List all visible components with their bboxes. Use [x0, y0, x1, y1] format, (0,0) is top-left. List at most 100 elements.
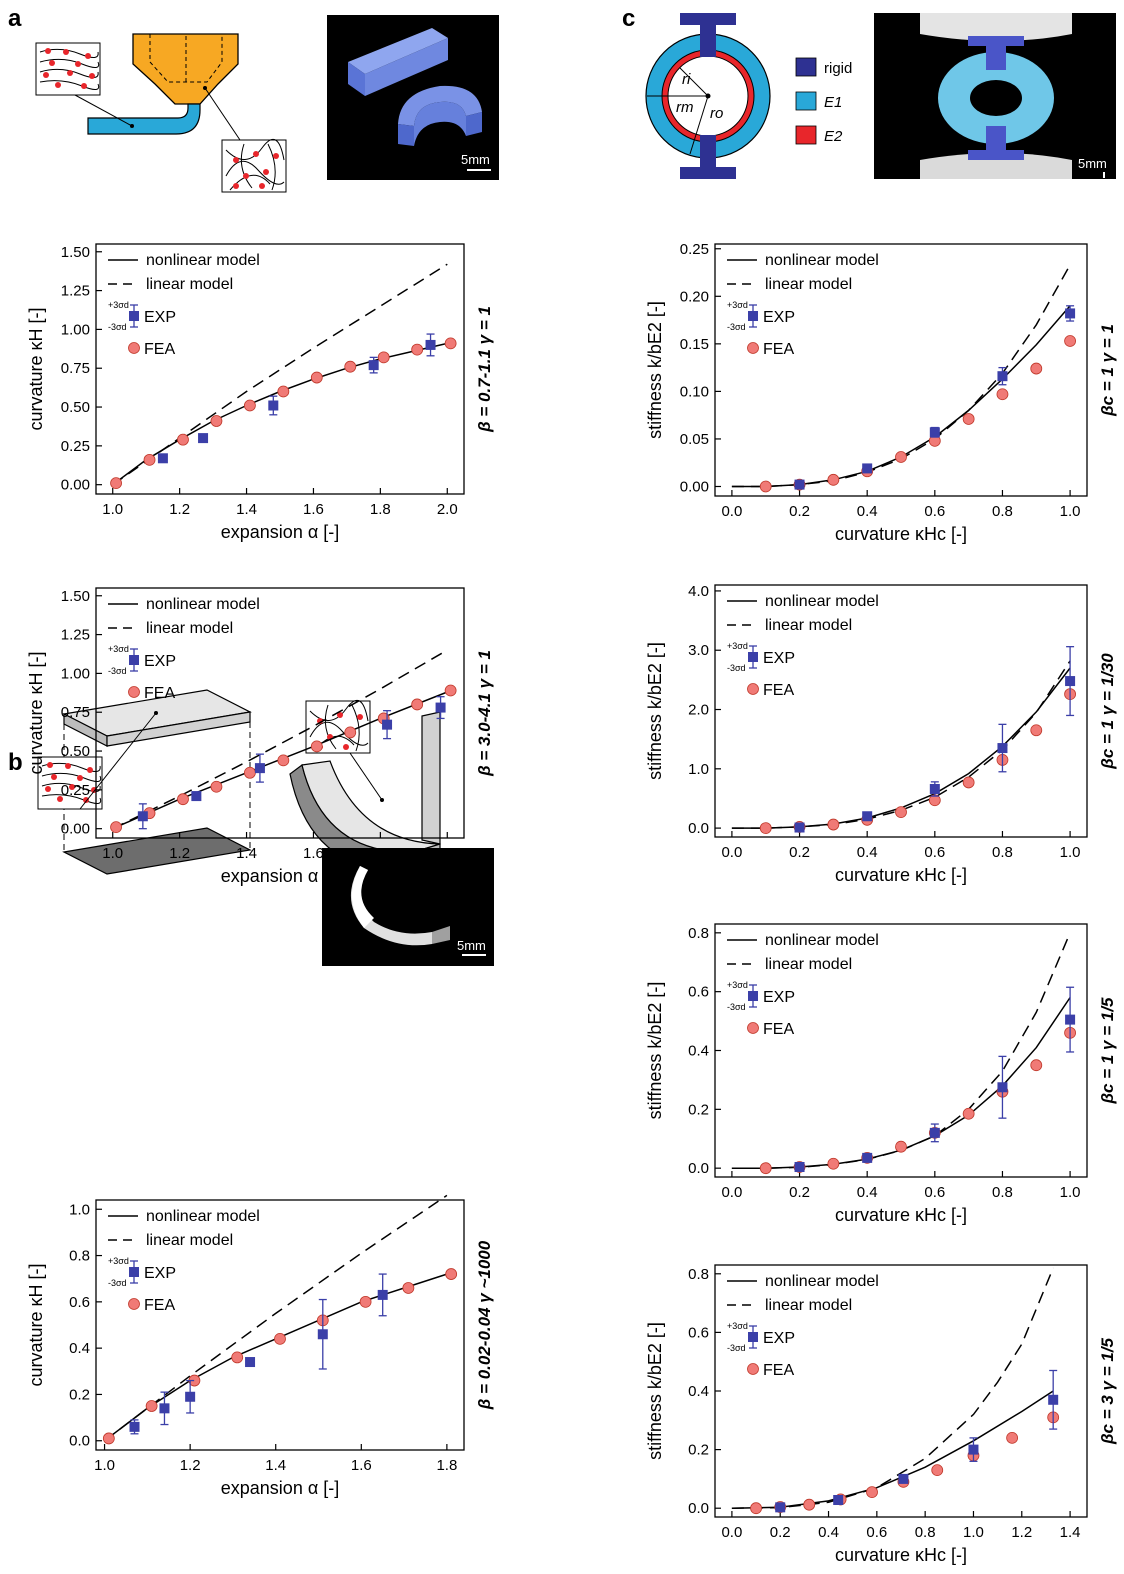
x-tick-label: 1.0: [1060, 1184, 1081, 1201]
fea-point: [895, 451, 907, 463]
x-tick-label: 1.2: [180, 1457, 201, 1474]
exp-point: [862, 463, 873, 474]
x-tick-label: 0.6: [924, 844, 945, 861]
exp-point: [1065, 1014, 1076, 1025]
plot-frame: [95, 587, 465, 839]
legend-exp-marker: [129, 311, 139, 321]
legend: nonlinear model linear model +3σd -3σd EXP FE…: [108, 596, 260, 702]
legend: nonlinear model linear model +3σd -3σd EXP FE…: [727, 252, 879, 358]
x-tick-label: 1.2: [1011, 1524, 1032, 1541]
legend-exp-label: EXP: [144, 309, 176, 326]
legend-err-plus: +3σd: [727, 1321, 748, 1331]
curved-sample-top: [398, 85, 482, 126]
y-tick-label: 1.50: [61, 588, 90, 605]
legend-exp-marker: [748, 311, 758, 321]
linear-model-line: [112, 263, 448, 486]
x-tick-label: 0.0: [721, 844, 742, 861]
fea-point: [827, 1157, 840, 1170]
legend-err-plus: +3σd: [727, 980, 748, 990]
fea-point: [750, 1502, 762, 1515]
legend-linear-label: linear model: [765, 956, 852, 973]
exp-point: [129, 1421, 140, 1432]
y-tick-label: 0.50: [61, 743, 90, 760]
legend-linear-label: linear model: [765, 276, 852, 293]
legend-exp-label: EXP: [763, 309, 795, 326]
inset-leader-1: [74, 94, 133, 127]
x-axis-label: expansion α [-]: [221, 522, 339, 542]
legend-err-minus: -3σd: [108, 322, 127, 332]
bar-sample-top: [348, 28, 448, 74]
photo-strip-highlight: [351, 866, 374, 928]
key-e2-swatch: [795, 125, 817, 145]
fea-point: [444, 684, 457, 697]
photo-top-stem: [986, 40, 1006, 70]
random-crosslinks: [233, 151, 279, 189]
legend-err-plus: +3σd: [727, 641, 748, 651]
x-tick-label: 1.4: [236, 845, 257, 862]
legend-exp-label: EXP: [763, 650, 795, 667]
exp-point: [775, 1502, 786, 1513]
legend-fea-marker: [128, 686, 140, 698]
ring-center: [705, 93, 711, 99]
legend-nonlinear-label: nonlinear model: [146, 596, 260, 613]
chart-a1: 1.0 1.2 1.4 1.6 1.8 2.0 0.00 0.25 0.50 0.75 1.00 1.…: [26, 243, 494, 542]
legend-fea-label: FEA: [144, 341, 175, 358]
random-chains: [225, 138, 285, 191]
b-leader-1: [79, 712, 157, 810]
panel-label-c: c: [622, 5, 635, 32]
fea-point: [759, 1162, 772, 1175]
y-axis-label: stiffness k/bE2 [-]: [645, 642, 665, 780]
chart-c1: 0.0 0.2 0.4 0.6 0.8 1.0 0.00 0.05 0.10 0.15 0.20 0.…: [645, 241, 1117, 544]
y-tick-label: 0.4: [688, 1043, 709, 1060]
legend-linear-label: linear model: [146, 620, 233, 637]
fea-point: [1064, 335, 1076, 347]
y-axis-label: curvature κH [-]: [26, 1263, 46, 1386]
parameter-label: βc = 1 γ = 1/5: [1098, 997, 1117, 1105]
legend-fea-label: FEA: [763, 682, 794, 699]
key-rigid-label: rigid: [824, 60, 852, 77]
fea-point: [1030, 1059, 1043, 1072]
b-random-chains: [309, 699, 369, 752]
legend-linear-label: linear model: [146, 1232, 233, 1249]
b-point-2: [380, 798, 384, 802]
fea-point: [827, 473, 840, 486]
legend-exp-label: EXP: [144, 1265, 176, 1282]
y-tick-label: 0.50: [61, 399, 90, 416]
fea-point: [231, 1351, 244, 1364]
parameter-label: βc = 1 γ = 1/30: [1098, 653, 1117, 770]
x-axis-label: expansion α [-]: [221, 1478, 339, 1498]
exp-point: [862, 811, 873, 822]
x-tick-label: 0.6: [866, 1524, 887, 1541]
curved-strip-photo: 5mm: [322, 848, 494, 966]
legend: nonlinear model linear model +3σd -3σd EXP FE…: [727, 932, 879, 1038]
exp-point: [368, 360, 379, 371]
exp-point: [191, 791, 202, 802]
x-tick-label: 0.4: [857, 844, 878, 861]
fea-point: [344, 360, 357, 373]
exp-point: [268, 400, 279, 411]
y-axis-label: curvature κH [-]: [26, 651, 46, 774]
parameter-label: β = 3.0-4.1 γ = 1: [475, 650, 494, 777]
x-tick-label: 1.0: [963, 1524, 984, 1541]
legend-exp-marker: [129, 1267, 139, 1277]
nozzle-illustration: [35, 33, 287, 193]
exp-point: [929, 1127, 940, 1138]
x-tick-label: 0.2: [789, 503, 810, 520]
y-tick-label: 0.25: [61, 782, 90, 799]
x-tick-label: 0.4: [818, 1524, 839, 1541]
x-tick-label: 0.4: [857, 1184, 878, 1201]
y-tick-label: 0.0: [688, 1160, 709, 1177]
y-tick-label: 0.0: [688, 820, 709, 837]
y-tick-label: 1.0: [688, 761, 709, 778]
legend-fea-marker: [128, 1298, 140, 1310]
fea-point: [895, 1140, 907, 1153]
photo-strip-outer: [350, 866, 432, 946]
bottom-clamp-stem: [700, 135, 716, 179]
legend-fea-marker: [747, 683, 759, 695]
exp-point: [794, 479, 805, 490]
exp-point: [317, 1329, 328, 1340]
exp-point: [137, 811, 148, 822]
exp-point: [794, 1161, 805, 1172]
exp-point: [425, 339, 436, 350]
linear-model-line: [104, 1194, 448, 1442]
